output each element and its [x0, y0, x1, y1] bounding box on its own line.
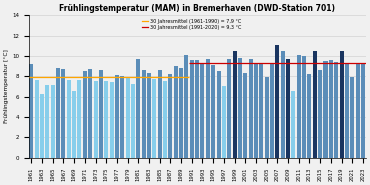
Bar: [286, 59, 290, 158]
Bar: [131, 84, 135, 158]
Bar: [211, 65, 215, 158]
Legend: 30 Jahresmittel (1961-1990) = 7,9 °C, 30 Jahresmittel (1991-2020) = 9,3 °C: 30 Jahresmittel (1961-1990) = 7,9 °C, 30…: [142, 19, 241, 30]
Bar: [142, 70, 146, 158]
Bar: [307, 74, 312, 158]
Bar: [94, 81, 98, 158]
Bar: [297, 55, 301, 158]
Bar: [361, 64, 365, 158]
Bar: [334, 62, 338, 158]
Bar: [292, 90, 295, 158]
Bar: [243, 73, 247, 158]
Bar: [152, 79, 157, 158]
Bar: [329, 60, 333, 158]
Bar: [275, 45, 279, 158]
Bar: [51, 85, 55, 158]
Bar: [147, 73, 151, 158]
Bar: [195, 60, 199, 158]
Bar: [249, 59, 253, 158]
Bar: [104, 81, 108, 158]
Bar: [179, 68, 183, 158]
Bar: [313, 51, 317, 158]
Bar: [115, 75, 119, 158]
Bar: [72, 90, 76, 158]
Bar: [281, 51, 285, 158]
Bar: [222, 86, 226, 158]
Bar: [120, 76, 124, 158]
Bar: [216, 71, 221, 158]
Bar: [125, 78, 130, 158]
Bar: [190, 60, 194, 158]
Bar: [233, 51, 236, 158]
Bar: [77, 80, 81, 158]
Bar: [99, 70, 103, 158]
Bar: [265, 77, 269, 158]
Bar: [254, 63, 258, 158]
Bar: [318, 70, 322, 158]
Y-axis label: Frühlingstemperatur [°C]: Frühlingstemperatur [°C]: [4, 50, 9, 123]
Bar: [158, 70, 162, 158]
Bar: [227, 59, 231, 158]
Bar: [345, 63, 349, 158]
Bar: [184, 55, 188, 158]
Bar: [56, 68, 60, 158]
Bar: [35, 80, 39, 158]
Bar: [40, 94, 44, 158]
Bar: [201, 64, 205, 158]
Bar: [88, 69, 92, 158]
Bar: [206, 59, 210, 158]
Bar: [29, 64, 33, 158]
Bar: [136, 59, 140, 158]
Bar: [83, 71, 87, 158]
Bar: [46, 85, 49, 158]
Bar: [340, 51, 344, 158]
Bar: [302, 56, 306, 158]
Bar: [356, 63, 360, 158]
Bar: [110, 82, 114, 158]
Bar: [168, 74, 172, 158]
Bar: [350, 77, 354, 158]
Bar: [323, 61, 327, 158]
Title: Frühlingstemperatur (MAM) in Bremerhaven (DWD-Station 701): Frühlingstemperatur (MAM) in Bremerhaven…: [59, 4, 335, 13]
Bar: [238, 58, 242, 158]
Bar: [61, 69, 65, 158]
Bar: [174, 66, 178, 158]
Bar: [163, 81, 167, 158]
Bar: [67, 80, 71, 158]
Bar: [259, 63, 263, 158]
Bar: [270, 63, 274, 158]
